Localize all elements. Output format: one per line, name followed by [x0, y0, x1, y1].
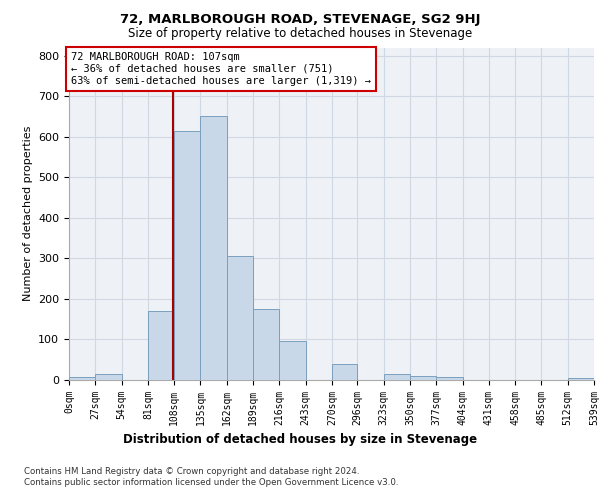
Bar [410, 376, 436, 380]
Text: 72 MARLBOROUGH ROAD: 107sqm
← 36% of detached houses are smaller (751)
63% of se: 72 MARLBOROUGH ROAD: 107sqm ← 36% of det… [71, 52, 371, 86]
Bar [174, 130, 200, 380]
Bar [95, 374, 122, 380]
Bar [436, 377, 463, 380]
Bar [332, 364, 358, 380]
Bar [148, 311, 174, 380]
Bar [568, 378, 594, 380]
Text: Distribution of detached houses by size in Stevenage: Distribution of detached houses by size … [123, 432, 477, 446]
Bar [227, 256, 253, 380]
Bar [280, 342, 305, 380]
Y-axis label: Number of detached properties: Number of detached properties [23, 126, 32, 302]
Bar [200, 116, 227, 380]
Text: Contains HM Land Registry data © Crown copyright and database right 2024.
Contai: Contains HM Land Registry data © Crown c… [24, 468, 398, 487]
Bar [383, 374, 410, 380]
Bar [253, 309, 280, 380]
Bar [69, 377, 95, 380]
Text: 72, MARLBOROUGH ROAD, STEVENAGE, SG2 9HJ: 72, MARLBOROUGH ROAD, STEVENAGE, SG2 9HJ [120, 12, 480, 26]
Text: Size of property relative to detached houses in Stevenage: Size of property relative to detached ho… [128, 28, 472, 40]
